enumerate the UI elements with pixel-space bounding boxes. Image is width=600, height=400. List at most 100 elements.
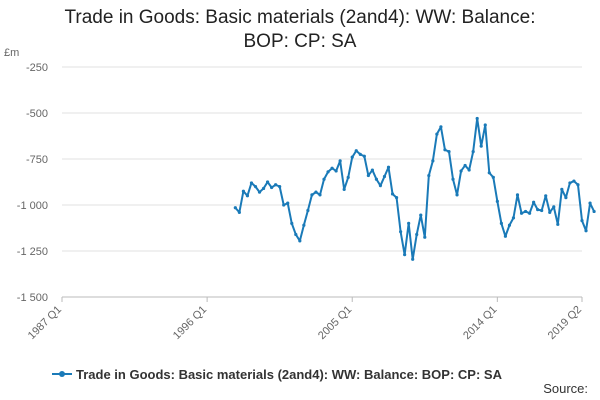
- data-point: [560, 187, 564, 191]
- data-point: [419, 213, 423, 217]
- data-point: [548, 210, 552, 214]
- data-point: [330, 166, 334, 170]
- data-point: [265, 180, 270, 184]
- series-line: [234, 117, 595, 261]
- data-point: [507, 223, 512, 227]
- data-point: [411, 257, 415, 261]
- legend: Trade in Goods: Basic materials (2and4):…: [52, 366, 502, 382]
- data-point: [463, 163, 467, 168]
- data-point: [237, 210, 241, 214]
- data-point: [334, 169, 338, 173]
- data-point: [233, 206, 237, 210]
- data-point: [346, 175, 350, 179]
- data-point: [564, 196, 568, 200]
- gridlines: [62, 66, 582, 252]
- data-point: [511, 216, 516, 220]
- data-point: [515, 193, 520, 197]
- data-point: [278, 185, 282, 189]
- data-point: [286, 201, 290, 205]
- data-point: [245, 194, 250, 198]
- data-point: [382, 174, 387, 179]
- y-tick-label: -1 250: [17, 246, 48, 258]
- data-point: [528, 211, 532, 215]
- data-point: [491, 175, 495, 179]
- data-point: [261, 186, 266, 191]
- data-point: [499, 221, 503, 225]
- data-point: [544, 194, 548, 198]
- data-point: [274, 183, 278, 187]
- data-point: [326, 170, 330, 174]
- data-point: [483, 123, 487, 127]
- data-point: [435, 132, 439, 136]
- data-point: [467, 168, 471, 172]
- data-point: [302, 223, 306, 227]
- data-point: [540, 208, 544, 213]
- data-point: [503, 234, 508, 238]
- data-point: [475, 116, 479, 121]
- data-point: [431, 159, 435, 163]
- y-tick-label: -1 000: [17, 200, 48, 212]
- data-point: [253, 185, 258, 189]
- chart-title: Trade in Goods: Basic materials (2and4):…: [64, 7, 536, 52]
- data-point: [572, 179, 576, 183]
- y-tick-label: -250: [26, 62, 48, 74]
- data-point: [362, 154, 366, 158]
- data-point: [386, 165, 391, 169]
- y-tick-label: -750: [26, 154, 48, 166]
- x-tick-label: 1996 Q1: [171, 304, 209, 342]
- y-tick-label: -1 500: [17, 292, 48, 304]
- data-point: [354, 149, 358, 153]
- data-point: [270, 185, 274, 190]
- data-point: [423, 235, 427, 239]
- data-point: [306, 208, 310, 213]
- data-point: [495, 199, 499, 203]
- data-point: [366, 173, 370, 178]
- data-point: [294, 232, 298, 237]
- data-point: [532, 200, 536, 204]
- x-tick-label: 2014 Q1: [461, 304, 499, 342]
- data-point: [322, 177, 326, 181]
- data-point: [588, 201, 592, 205]
- data-point: [290, 221, 294, 225]
- data-point: [358, 152, 362, 156]
- data-point: [556, 222, 560, 226]
- data-point: [310, 193, 314, 197]
- data-point: [374, 177, 379, 181]
- data-point: [318, 193, 322, 197]
- data-point: [455, 193, 459, 197]
- data-point: [580, 219, 584, 223]
- data-point: [592, 209, 596, 214]
- data-point: [415, 232, 419, 237]
- legend-label: Trade in Goods: Basic materials (2and4):…: [76, 366, 502, 382]
- data-point: [451, 177, 455, 181]
- data-point: [407, 221, 411, 225]
- x-tick-label: 1987 Q1: [26, 304, 64, 342]
- data-point: [314, 190, 318, 194]
- data-point: [390, 192, 395, 196]
- data-point: [298, 239, 302, 243]
- data-point: [523, 209, 528, 214]
- data-point: [257, 190, 262, 194]
- data-point: [459, 169, 463, 173]
- y-tick-label: -500: [26, 108, 48, 120]
- data-point: [394, 196, 399, 200]
- data-point: [241, 189, 245, 193]
- x-tick-label: 2019 Q2: [546, 304, 584, 342]
- x-tick-label: 2005 Q1: [316, 304, 354, 342]
- data-point: [471, 150, 475, 154]
- data-point: [338, 159, 342, 163]
- legend-swatch-icon: [52, 368, 72, 380]
- data-point: [370, 168, 374, 172]
- data-point: [576, 183, 580, 187]
- data-point: [249, 181, 254, 185]
- data-point: [487, 171, 491, 175]
- data-point: [584, 229, 588, 233]
- y-unit-label: £m: [4, 47, 19, 59]
- source-label: Source:: [543, 381, 588, 396]
- legend-dot: [59, 371, 65, 377]
- data-point: [439, 125, 443, 129]
- data-point: [378, 184, 383, 188]
- data-point: [342, 187, 346, 191]
- data-point: [403, 253, 407, 257]
